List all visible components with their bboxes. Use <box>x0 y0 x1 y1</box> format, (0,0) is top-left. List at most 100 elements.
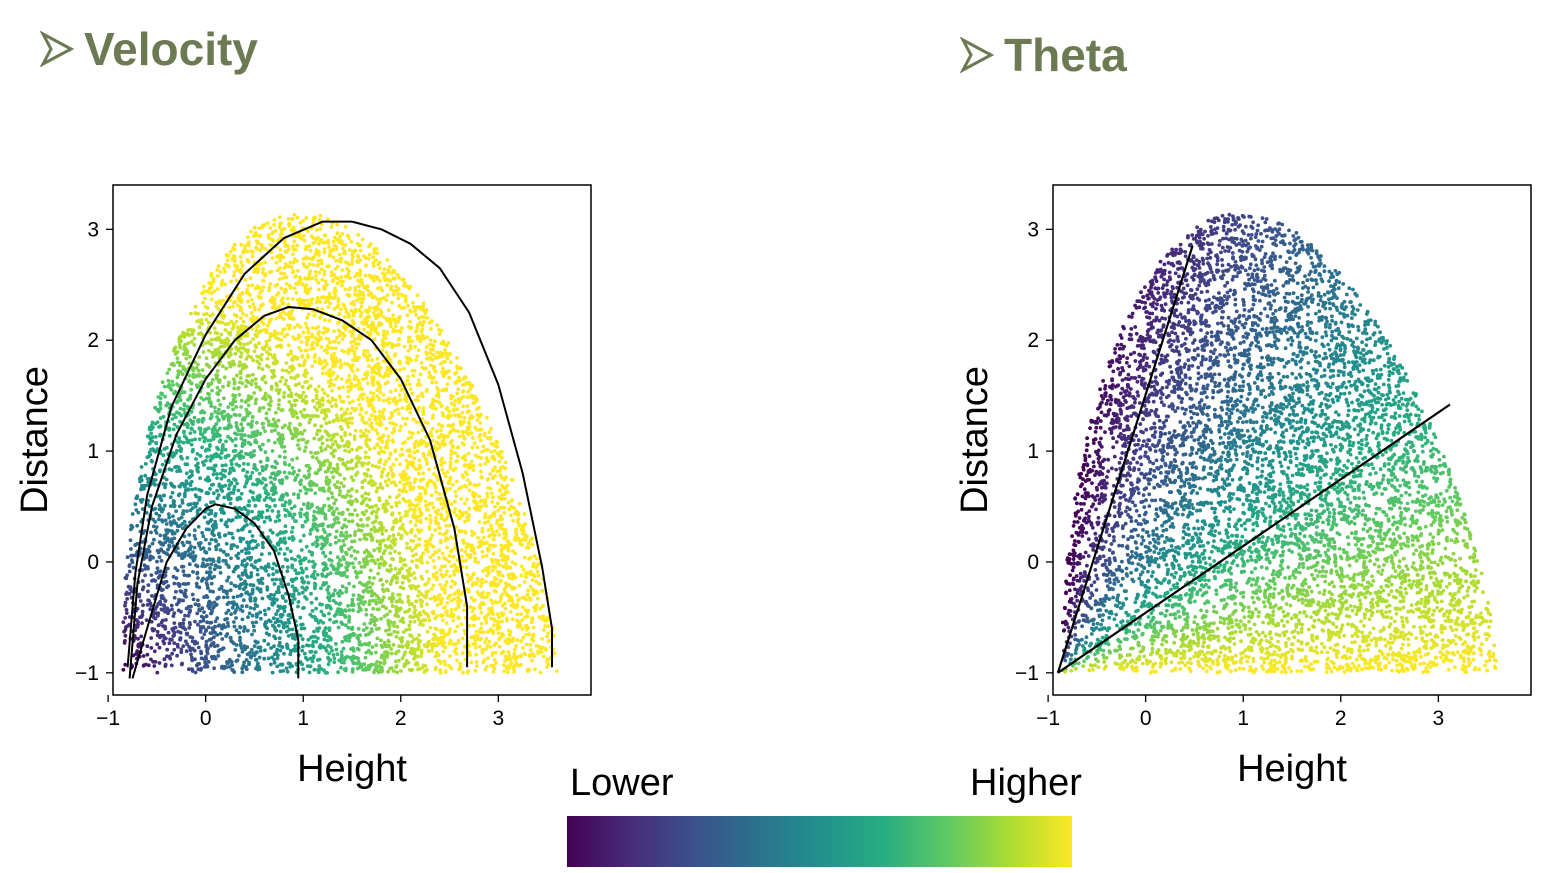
scatter-point <box>437 400 442 405</box>
scatter-point <box>314 606 318 611</box>
scatter-point <box>313 336 318 341</box>
scatter-point <box>424 457 428 461</box>
scatter-point <box>447 523 452 528</box>
scatter-point <box>154 571 159 575</box>
scatter-point <box>385 258 390 262</box>
scatter-point <box>222 338 227 343</box>
scatter-point <box>300 570 305 575</box>
scatter-point <box>140 609 145 614</box>
scatter-point <box>222 396 226 401</box>
scatter-point <box>391 292 396 297</box>
scatter-point <box>285 624 290 629</box>
scatter-point <box>313 269 318 274</box>
scatter-point <box>522 512 527 516</box>
scatter-point <box>452 510 456 515</box>
scatter-point <box>167 434 172 438</box>
scatter-point <box>209 273 214 278</box>
scatter-point <box>510 560 515 565</box>
scatter-point <box>176 551 181 556</box>
scatter-point <box>378 390 383 395</box>
scatter-point <box>314 393 319 398</box>
scatter-point <box>248 340 253 345</box>
scatter-point <box>317 398 322 403</box>
scatter-point <box>296 492 301 497</box>
scatter-point <box>466 390 470 394</box>
scatter-point <box>222 474 227 479</box>
scatter-point <box>341 385 345 389</box>
scatter-point <box>297 422 302 427</box>
scatter-point <box>387 401 392 405</box>
scatter-point <box>489 441 494 446</box>
scatter-point <box>304 566 309 571</box>
scatter-point <box>175 410 179 415</box>
scatter-point <box>397 304 401 308</box>
scatter-point <box>483 640 487 645</box>
scatter-point <box>242 324 247 329</box>
scatter-point <box>252 498 256 502</box>
scatter-point <box>130 553 135 558</box>
scatter-point <box>196 461 200 466</box>
scatter-point <box>139 634 144 639</box>
scatter-point <box>377 465 381 470</box>
scatter-point <box>427 577 431 581</box>
scatter-point <box>413 508 417 512</box>
scatter-point <box>263 648 267 653</box>
scatter-point <box>480 450 484 454</box>
scatter-point <box>276 437 281 442</box>
scatter-point <box>390 474 395 479</box>
scatter-point <box>238 254 243 259</box>
scatter-point <box>258 248 263 253</box>
scatter-point <box>377 368 381 373</box>
scatter-point <box>274 316 278 321</box>
scatter-point <box>414 358 418 363</box>
scatter-point <box>175 528 180 533</box>
scatter-point <box>257 510 262 515</box>
scatter-point <box>144 510 149 515</box>
scatter-point <box>490 653 495 657</box>
scatter-point <box>130 560 135 565</box>
scatter-point <box>385 483 390 488</box>
scatter-point <box>328 551 333 555</box>
scatter-point <box>457 434 462 439</box>
scatter-point <box>310 334 315 339</box>
scatter-point <box>257 262 261 267</box>
scatter-point <box>351 329 356 333</box>
scatter-point <box>150 459 154 464</box>
scatter-point <box>554 669 559 673</box>
scatter-point <box>401 630 406 634</box>
scatter-point <box>244 384 248 389</box>
scatter-point <box>352 321 356 325</box>
scatter-point <box>389 651 394 656</box>
scatter-point <box>263 612 268 617</box>
scatter-point <box>317 486 322 491</box>
scatter-point <box>345 266 349 271</box>
scatter-point <box>312 436 317 441</box>
scatter-point <box>207 547 212 551</box>
scatter-point <box>308 417 313 422</box>
scatter-point <box>192 533 197 538</box>
scatter-point <box>294 427 299 432</box>
scatter-point <box>341 484 346 488</box>
scatter-point <box>414 312 418 317</box>
scatter-point <box>271 361 276 366</box>
scatter-point <box>530 658 534 663</box>
scatter-point <box>235 303 240 308</box>
scatter-point <box>413 576 417 581</box>
scatter-point <box>250 378 255 383</box>
scatter-point <box>334 360 339 364</box>
scatter-point <box>531 564 535 569</box>
scatter-point <box>335 462 340 467</box>
scatter-point <box>497 533 502 537</box>
scatter-point <box>238 593 243 598</box>
scatter-point <box>151 524 156 529</box>
scatter-point <box>202 312 206 317</box>
scatter-point <box>259 447 263 452</box>
scatter-point <box>307 670 312 675</box>
scatter-point <box>500 456 504 460</box>
scatter-point <box>279 331 284 336</box>
scatter-point <box>392 541 397 546</box>
scatter-point <box>188 327 193 332</box>
scatter-point <box>163 503 167 508</box>
scatter-point <box>354 489 359 494</box>
scatter-point <box>409 586 414 591</box>
